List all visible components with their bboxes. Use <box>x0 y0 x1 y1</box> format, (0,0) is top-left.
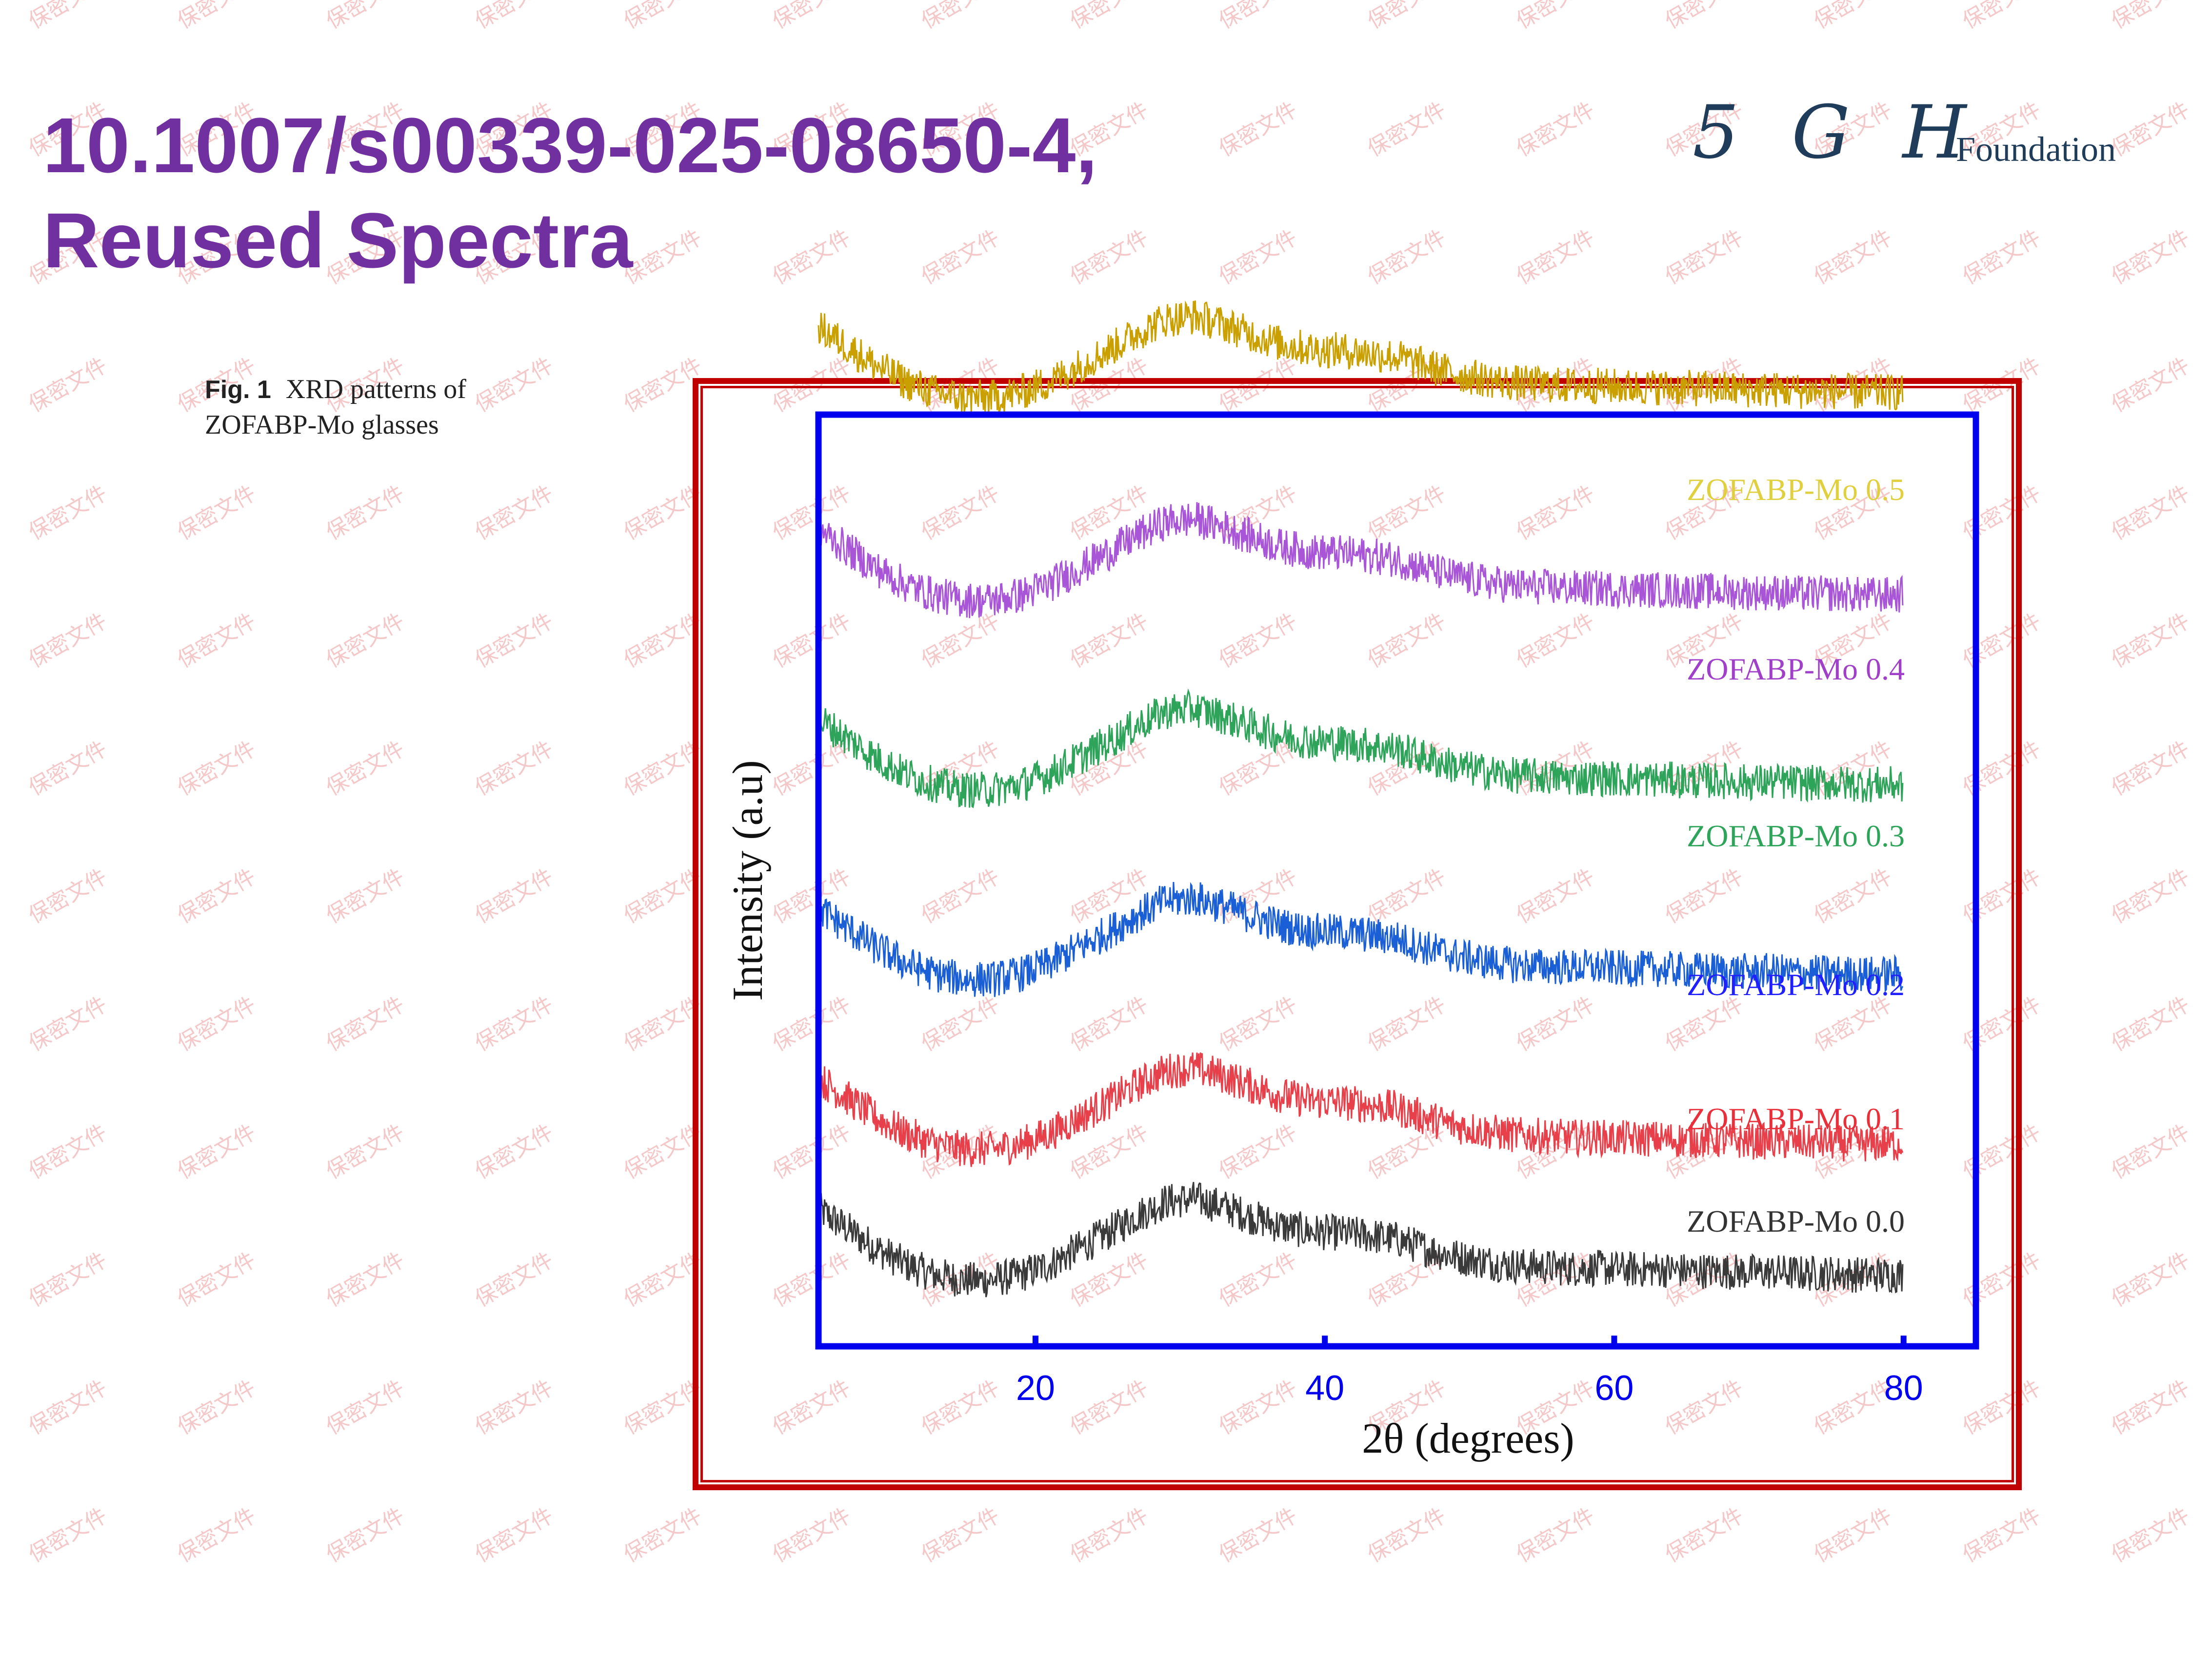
page-title-line1: 10.1007/s00339-025-08650-4, <box>43 101 1097 189</box>
x-tick-label: 60 <box>1594 1369 1634 1408</box>
series-label-0.0: ZOFABP-Mo 0.0 <box>1687 1204 1905 1239</box>
figure-caption-label: Fig. 1 <box>205 376 271 404</box>
chart-axes-box <box>815 411 1979 1350</box>
chart-x-axis-label: 2θ (degrees) <box>1362 1415 1574 1462</box>
logo-text: Foundation <box>1956 130 2116 169</box>
chart-traces <box>817 300 1904 1298</box>
series-label-0.4: ZOFABP-Mo 0.4 <box>1687 652 1905 686</box>
page-title-line2: Reused Spectra <box>43 197 633 284</box>
series-label-0.3: ZOFABP-Mo 0.3 <box>1687 819 1905 853</box>
figure-caption-text: XRD patterns of ZOFABP-Mo glasses <box>205 374 466 440</box>
series-line-0.2 <box>817 882 1904 997</box>
series-line-0.1 <box>817 1052 1904 1167</box>
series-line-0.0 <box>817 1181 1904 1298</box>
figure-frame-inner <box>700 386 2014 1482</box>
x-tick-label: 20 <box>1016 1369 1055 1408</box>
series-line-0.4 <box>817 502 1904 619</box>
figure-caption: Fig. 1 XRD patterns of ZOFABP-Mo glasses <box>205 372 546 442</box>
series-line-0.3 <box>817 688 1904 808</box>
series-label-0.1: ZOFABP-Mo 0.1 <box>1687 1101 1905 1136</box>
chart-series-labels: ZOFABP-Mo 0.0 ZOFABP-Mo 0.1 ZOFABP-Mo 0.2 Z… <box>1687 472 1905 1239</box>
x-tick-label: 40 <box>1305 1369 1344 1408</box>
series-line-0.5 <box>817 300 1904 414</box>
foundation-logo: 5 G H Foundation <box>1693 90 2180 188</box>
logo-mark: 5 G H <box>1693 90 1981 175</box>
series-label-0.2: ZOFABP-Mo 0.2 <box>1687 967 1905 1002</box>
chart-y-axis-label: Intensity (a.u) <box>724 760 772 1001</box>
x-tick-label: 80 <box>1884 1369 1923 1408</box>
page-title: 10.1007/s00339-025-08650-4, Reused Spect… <box>43 98 1409 288</box>
chart-x-ticks: 20 40 60 80 <box>1016 1336 1923 1408</box>
series-label-0.5: ZOFABP-Mo 0.5 <box>1687 472 1905 507</box>
